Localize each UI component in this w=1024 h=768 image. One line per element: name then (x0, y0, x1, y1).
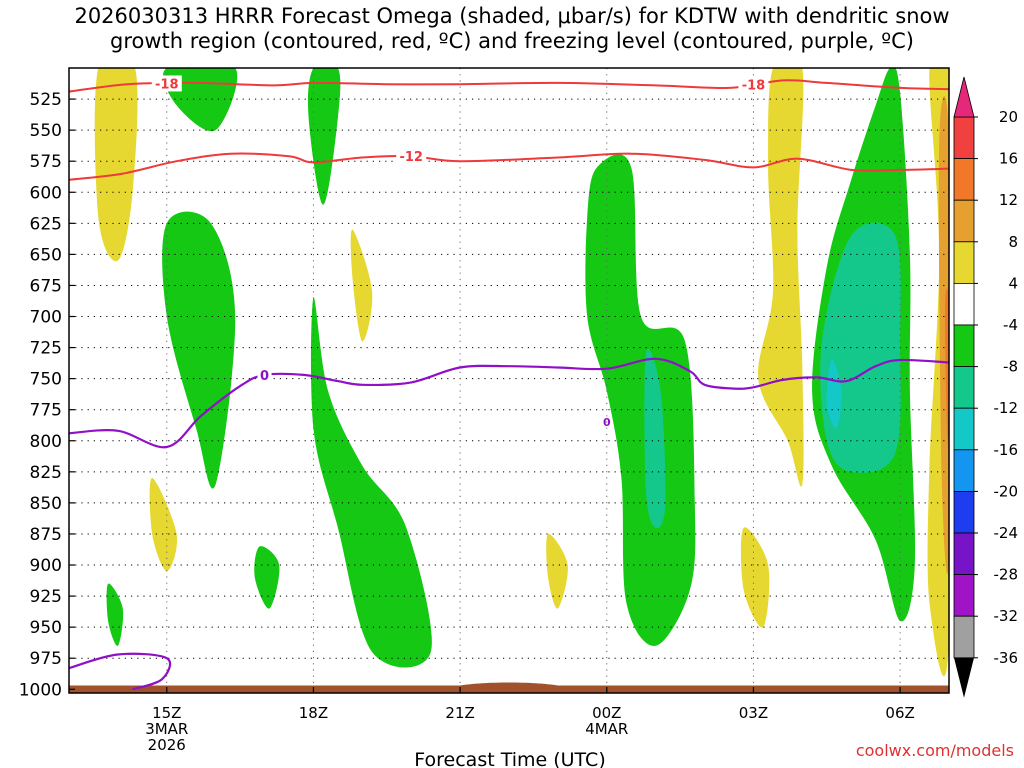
omega-region (585, 154, 696, 646)
svg-text:-12: -12 (399, 150, 423, 165)
omega-region (149, 478, 178, 572)
colorbar-tick-label: -24 (994, 524, 1019, 542)
colorbar-tick-label: 8 (1008, 233, 1018, 251)
dgz-contour-line (69, 79, 949, 93)
colorbar-over-triangle (953, 76, 975, 118)
y-tick-label: 800 (30, 432, 62, 452)
y-tick-label: 625 (30, 214, 62, 234)
omega-region (307, 68, 341, 205)
colorbar-tick-label: -4 (1003, 316, 1018, 334)
freezing-level-surface-line (69, 652, 172, 691)
x-tick-label: 00Z (592, 704, 621, 722)
colorbar-bin (953, 532, 975, 575)
colorbar-tick-label: 4 (1008, 274, 1018, 292)
colorbar-tick-label: 12 (999, 191, 1018, 209)
dgz-contour-line (69, 152, 949, 181)
colorbar-bin (953, 407, 975, 451)
colorbar-bin (953, 490, 975, 534)
x-tick-label: 15Z (152, 704, 181, 722)
omega-region (740, 527, 770, 628)
colorbar-tick-label: -12 (994, 399, 1019, 417)
y-tick-label: 675 (30, 276, 62, 296)
colorbar-bin (953, 282, 975, 326)
colorbar-tick-label: 20 (999, 108, 1018, 126)
omega-region (162, 211, 236, 489)
colorbar-bin (953, 116, 975, 159)
colorbar-tick-label: 16 (999, 150, 1018, 168)
dgz-contour-label: -18 (738, 76, 769, 93)
omega-region (644, 348, 666, 529)
freezing-level-small-label: 0 (603, 416, 611, 429)
svg-text:-18: -18 (155, 77, 179, 92)
y-tick-label: 925 (30, 587, 62, 607)
x-tick-label: 18Z (299, 704, 328, 722)
dgz-contour-label: -18 (151, 75, 182, 92)
omega-region (758, 68, 804, 487)
plot-frame (68, 67, 950, 694)
freezing-level-line (69, 357, 949, 449)
colorbar-bin (953, 324, 975, 367)
svg-text:0: 0 (260, 369, 269, 384)
x-axis-label: Forecast Time (UTC) (414, 749, 605, 768)
y-tick-label: 875 (30, 525, 62, 545)
credit-text: coolwx.com/models (855, 741, 1014, 760)
dgz-contour-label: -12 (396, 148, 427, 165)
colorbar-bin (953, 241, 975, 284)
y-tick-label: 725 (30, 339, 62, 359)
colorbar-bin (953, 199, 975, 243)
colorbar-bin (953, 574, 975, 617)
colorbar-tick-label: -8 (1003, 358, 1018, 376)
omega-region (546, 533, 568, 609)
terrain-bump (460, 682, 558, 686)
colorbar-bin (953, 366, 975, 409)
y-tick-label: 600 (30, 183, 62, 203)
y-tick-label: 650 (30, 245, 62, 265)
y-tick-label: 525 (30, 90, 62, 110)
y-tick-label: 950 (30, 618, 62, 638)
colorbar-tick-label: -20 (994, 482, 1019, 500)
omega-region (938, 95, 949, 575)
y-tick-label: 850 (30, 494, 62, 514)
chart-title: 2026030313 HRRR Forecast Omega (shaded, … (0, 4, 1024, 54)
y-tick-label: 575 (30, 152, 62, 172)
y-tick-label: 1000 (19, 680, 62, 700)
x-tick-label: 03Z (739, 704, 768, 722)
x-tick-label: 21Z (445, 704, 474, 722)
colorbar-tick-label: -32 (994, 607, 1019, 625)
omega-region (163, 68, 238, 132)
omega-region (826, 359, 842, 429)
y-tick-label: 550 (30, 121, 62, 141)
y-tick-label: 975 (30, 649, 62, 669)
x-tick-label: 3MAR (145, 720, 188, 738)
colorbar-tick-label: -16 (994, 441, 1019, 459)
omega-region (94, 68, 138, 262)
freezing-level-label: 0 (257, 366, 272, 384)
omega-region (254, 546, 280, 609)
colorbar-under-triangle (954, 657, 974, 698)
y-tick-label: 775 (30, 401, 62, 421)
omega-region (310, 297, 432, 668)
title-line-2: growth region (contoured, red, ºC) and f… (110, 29, 914, 53)
x-tick-label: 4MAR (585, 720, 628, 738)
colorbar-tick-label: -36 (994, 649, 1019, 667)
colorbar-tick-label: -28 (994, 566, 1019, 584)
y-tick-label: 900 (30, 556, 62, 576)
x-tick-label: 06Z (885, 704, 914, 722)
svg-text:-18: -18 (742, 78, 766, 93)
omega-region (945, 288, 949, 448)
colorbar-bin (953, 449, 975, 492)
title-line-1: 2026030313 HRRR Forecast Omega (shaded, … (74, 4, 950, 28)
y-tick-label: 750 (30, 370, 62, 390)
x-tick-label: 2026 (148, 736, 186, 754)
omega-region (106, 583, 124, 646)
colorbar-bin (953, 615, 975, 659)
y-tick-label: 700 (30, 308, 62, 328)
colorbar-bin (953, 158, 975, 201)
terrain-strip (69, 685, 949, 693)
y-tick-label: 825 (30, 463, 62, 483)
